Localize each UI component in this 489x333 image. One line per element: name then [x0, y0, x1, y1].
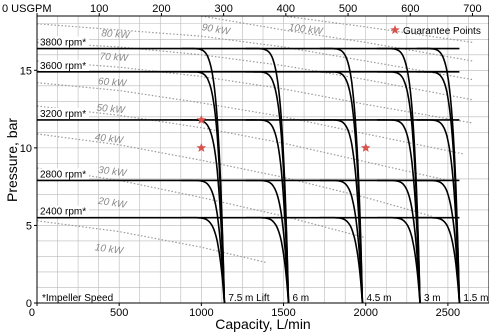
- x-tick-label: 500: [110, 307, 128, 319]
- lift-curve: [377, 47, 421, 304]
- performance-curves: [37, 47, 461, 304]
- power-curves: [36, 15, 473, 264]
- legend-star-icon: [390, 25, 400, 35]
- speed-label-bg: [39, 59, 89, 71]
- top-tick-label: 500: [339, 3, 357, 15]
- power-curve-label: 20 kW: [96, 196, 128, 211]
- power-curve-label: 10 kW: [94, 242, 125, 257]
- speed-label-bg: [39, 107, 89, 119]
- lift-label: 4.5 m: [366, 293, 391, 304]
- lift-label: 3 m: [424, 293, 441, 304]
- speed-label: 2400 rpm*: [40, 207, 86, 218]
- y-axis-ticks: 0 5 10 15: [20, 65, 37, 310]
- lift-label: 1.5 m: [463, 293, 488, 304]
- speed-label-bg: [39, 205, 89, 217]
- lift-curve: [319, 179, 364, 304]
- power-curve: [201, 15, 473, 62]
- speed-label: 3200 rpm*: [40, 109, 86, 120]
- lift-curve: [416, 216, 461, 304]
- guarantee-point-star: [196, 142, 207, 152]
- lift-curve: [245, 47, 290, 304]
- impeller-speed-note: *Impeller Speed: [42, 293, 113, 304]
- power-curve-label: 70 kW: [99, 51, 129, 64]
- power-curve-label: 90 kW: [201, 22, 232, 38]
- lift-curve: [181, 179, 226, 304]
- plot-frame: [36, 15, 489, 304]
- guarantee-point-star: [196, 114, 207, 124]
- speed-label: 3800 rpm*: [40, 38, 86, 49]
- x-axis-ticks: 0 500 1000 1500 2000 2500: [29, 303, 460, 319]
- x-tick-label: 1500: [271, 307, 295, 319]
- power-curve: [36, 105, 449, 181]
- lift-curve: [416, 119, 461, 304]
- curve-labels: 10 kW 20 kW 30 kW 40 kW 50 kW 60 kW 70 kW 80 kW…: [39, 22, 488, 304]
- y-tick-label: 15: [20, 65, 32, 77]
- lift-curve: [319, 119, 364, 304]
- x-tick-label: 1000: [189, 307, 213, 319]
- lift-curve: [377, 71, 421, 304]
- x-axis-title: Capacity, L/min: [215, 316, 310, 332]
- lift-curve: [319, 47, 364, 304]
- x-tick-label: 2000: [353, 307, 377, 319]
- lift-curve: [319, 216, 364, 304]
- legend: Guarantee Points: [390, 25, 481, 37]
- lift-curve: [181, 71, 226, 304]
- secondary-x-axis-ticks: 0 USGPM 100 200 300 400 500 600 700: [2, 3, 482, 16]
- legend-label: Guarantee Points: [403, 26, 481, 37]
- lift-curve: [377, 179, 421, 304]
- power-curve-label: 80 kW: [101, 28, 132, 41]
- y-axis-title: Pressure, bar: [4, 118, 20, 202]
- power-curve-label: 40 kW: [94, 132, 125, 146]
- power-curve-label: 60 kW: [98, 76, 129, 89]
- speed-label: 3600 rpm*: [40, 61, 86, 72]
- guarantee-points: [196, 114, 371, 152]
- lift-curve: [245, 71, 290, 304]
- lift-curve: [416, 179, 461, 304]
- x-tick-label: 2500: [436, 307, 460, 319]
- speed-label-bg: [39, 168, 89, 180]
- top-tick-label: 200: [152, 3, 170, 15]
- lift-label: 7.5 m Lift: [228, 293, 269, 304]
- speed-label: 2800 rpm*: [40, 169, 86, 180]
- speed-label-bg: [39, 36, 89, 48]
- lift-curve: [377, 216, 421, 304]
- power-curve-label: 30 kW: [97, 165, 128, 180]
- top-tick-label: 600: [401, 3, 419, 15]
- lift-curve: [416, 47, 461, 304]
- lift-curve: [245, 119, 290, 304]
- x-tick-label: 0: [29, 307, 35, 319]
- power-curve: [36, 60, 473, 124]
- top-tick-label: 700: [463, 3, 481, 15]
- top-tick-label: 100: [90, 3, 108, 15]
- lift-curve: [181, 47, 226, 304]
- y-tick-label: 5: [26, 220, 32, 232]
- lift-curve: [416, 71, 461, 304]
- guarantee-point-star: [360, 142, 371, 152]
- lift-label: 6 m: [292, 293, 309, 304]
- top-tick-label: 400: [277, 3, 295, 15]
- lift-curve: [377, 119, 421, 304]
- power-curve-label: 50 kW: [96, 103, 127, 117]
- top-tick-label: 300: [214, 3, 232, 15]
- top-tick-label: 0 USGPM: [2, 3, 52, 15]
- lift-curve: [181, 216, 226, 304]
- power-curve: [283, 15, 473, 43]
- power-curve: [36, 220, 268, 264]
- lift-curve: [319, 71, 364, 304]
- lift-curve: [245, 216, 290, 304]
- y-tick-label: 0: [26, 298, 32, 310]
- lift-curve: [245, 179, 290, 304]
- power-curve: [36, 82, 465, 155]
- y-tick-label: 10: [20, 143, 32, 155]
- power-curve: [36, 133, 432, 217]
- power-curve-label: 100 kW: [288, 22, 325, 38]
